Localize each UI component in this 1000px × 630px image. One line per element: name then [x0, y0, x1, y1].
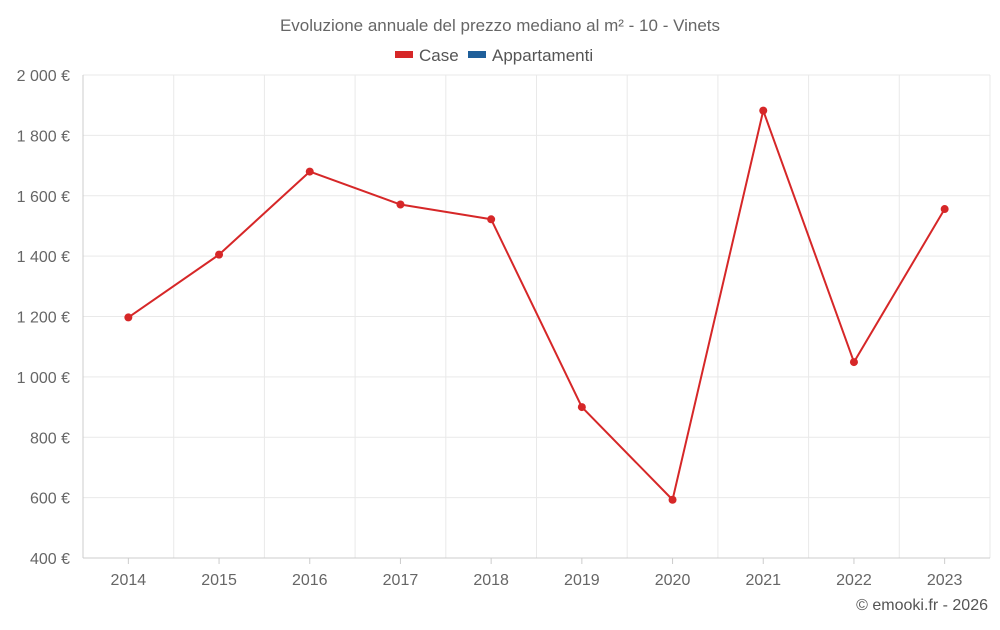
data-point-case[interactable] — [940, 205, 949, 214]
x-tick-label: 2018 — [473, 572, 509, 589]
data-point-case[interactable] — [759, 106, 768, 115]
data-point-case[interactable] — [487, 215, 496, 224]
data-point-case[interactable] — [849, 358, 858, 367]
x-tick-label: 2022 — [836, 572, 872, 589]
x-tick-label: 2019 — [564, 572, 600, 589]
legend-swatch-appartamenti — [468, 51, 486, 58]
series-line-case — [127, 109, 946, 501]
chart-title: Evoluzione annuale del prezzo mediano al… — [280, 16, 720, 35]
data-point-case[interactable] — [215, 250, 224, 259]
x-tick-label: 2023 — [927, 572, 963, 589]
credit-text: © emooki.fr - 2026 — [856, 597, 988, 614]
data-point-case[interactable] — [305, 167, 314, 176]
data-point-case[interactable] — [396, 200, 405, 209]
y-tick-label: 1 000 € — [17, 370, 70, 387]
y-tick-label: 2 000 € — [17, 68, 70, 85]
x-tick-label: 2020 — [655, 572, 691, 589]
y-tick-label: 1 400 € — [17, 249, 70, 266]
legend-label-appartamenti: Appartamenti — [492, 46, 593, 65]
x-tick-label: 2014 — [111, 572, 147, 589]
x-tick-label: 2016 — [292, 572, 328, 589]
x-tick-label: 2015 — [201, 572, 237, 589]
y-axis: 400 € 600 € 800 € 1 000 € 1 200 € 1 400 € 1 60… — [17, 68, 84, 568]
legend: Case Appartamenti — [395, 46, 593, 65]
y-tick-label: 600 € — [30, 491, 70, 508]
data-point-case[interactable] — [124, 313, 133, 322]
series-layer — [124, 106, 949, 504]
y-tick-label: 1 600 € — [17, 189, 70, 206]
y-tick-label: 800 € — [30, 430, 70, 447]
legend-label-case: Case — [419, 46, 459, 65]
x-tick-label: 2017 — [383, 572, 419, 589]
data-point-case[interactable] — [668, 495, 677, 504]
y-tick-label: 1 200 € — [17, 310, 70, 327]
legend-item-case[interactable]: Case — [395, 46, 459, 65]
y-tick-label: 400 € — [30, 551, 70, 568]
grid — [82, 74, 991, 558]
x-tick-label: 2021 — [745, 572, 781, 589]
legend-item-appartamenti[interactable]: Appartamenti — [468, 46, 593, 65]
y-tick-label: 1 800 € — [17, 128, 70, 145]
x-axis: 2014 2015 2016 2017 2018 2019 2020 2021 2022 2023 — [83, 557, 990, 589]
legend-swatch-case — [395, 51, 413, 58]
data-point-case[interactable] — [577, 403, 586, 412]
